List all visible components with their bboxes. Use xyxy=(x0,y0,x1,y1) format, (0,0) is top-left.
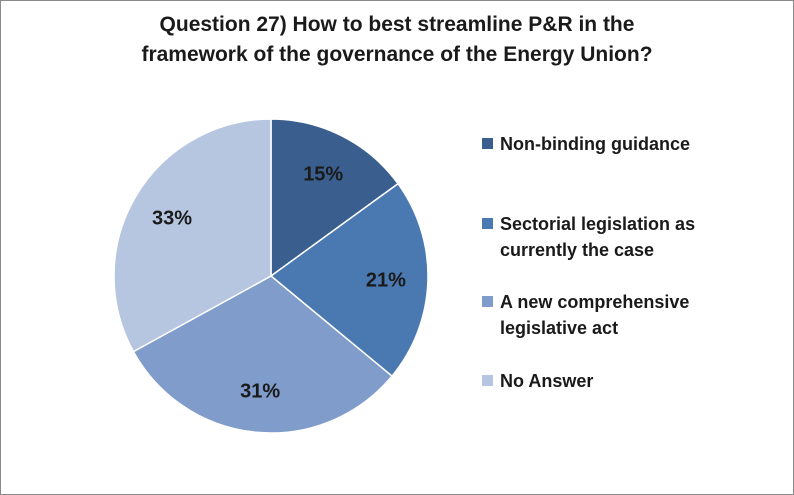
chart-title-line-2: framework of the governance of the Energ… xyxy=(141,43,653,66)
legend-swatch xyxy=(482,296,493,307)
legend-swatch xyxy=(482,375,493,386)
legend-label-line-1: Sectorial legislation as xyxy=(500,214,696,234)
chart-title-line-1: Question 27) How to best streamline P&R … xyxy=(159,13,635,36)
pie-data-label-non-binding-guidance: 15% xyxy=(303,164,343,186)
legend-label-line-2: legislative act xyxy=(500,318,619,338)
legend-swatch xyxy=(482,138,493,149)
pie-slice-sectorial-legislation-as-currently-the-case xyxy=(269,182,429,378)
pie-slice-non-binding-guidance xyxy=(270,118,400,278)
legend-label: No Answer xyxy=(500,371,594,391)
pie-data-label-no-answer: 33% xyxy=(152,207,192,229)
pie-data-label-a-new-comprehensive-legislative-act: 31% xyxy=(240,380,280,402)
legend-item-no-answer: No Answer xyxy=(482,368,750,394)
legend-item-sectorial-legislation: Sectorial legislation as currently the c… xyxy=(482,211,750,263)
pie-data-label-sectorial-legislation-as-currently-the-case: 21% xyxy=(366,270,406,292)
legend-label: Non-binding guidance xyxy=(500,134,690,154)
pie-slice-no-answer xyxy=(113,118,272,353)
legend-item-new-comprehensive-act: A new comprehensive legislative act xyxy=(482,289,750,341)
legend-item-non-binding-guidance: Non-binding guidance xyxy=(482,131,750,157)
chart-title: Question 27) How to best streamline P&R … xyxy=(0,10,794,70)
pie-slice-a-new-comprehensive-legislative-act xyxy=(132,275,394,434)
legend-swatch xyxy=(482,218,493,229)
legend-label-line-1: A new comprehensive xyxy=(500,292,690,312)
legend-label-line-2: currently the case xyxy=(500,240,655,260)
